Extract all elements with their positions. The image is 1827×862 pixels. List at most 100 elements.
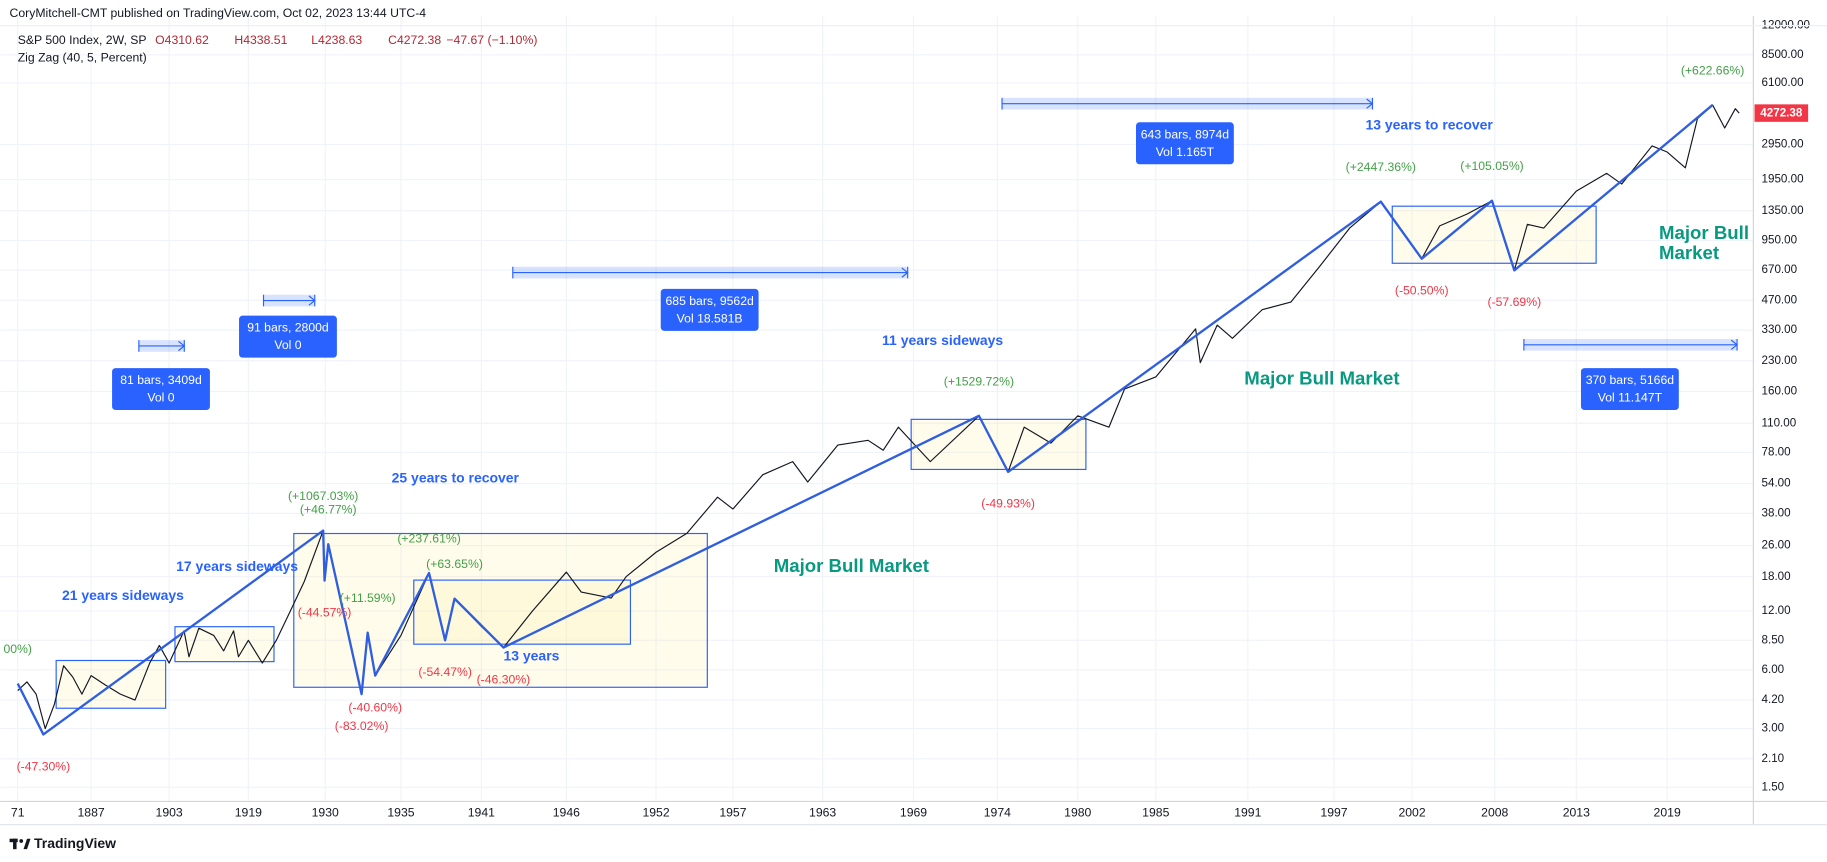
annotation: Market <box>1659 242 1719 263</box>
plot <box>16 104 1740 736</box>
range-box <box>413 579 632 645</box>
x-tick-label: 1974 <box>984 805 1011 819</box>
measure-arrow <box>178 340 186 352</box>
measure-arrow <box>1730 339 1738 350</box>
measure-box <box>112 368 210 411</box>
y-tick-label: 8500.00 <box>1762 48 1805 61</box>
legend-value: C4272.38 <box>388 33 441 47</box>
x-tick-label: 1887 <box>78 805 105 819</box>
measure-text: Vol 11.147T <box>1598 391 1663 405</box>
measure-box <box>660 288 759 331</box>
pivot-label: (-50.50%) <box>1395 284 1449 298</box>
range-box <box>174 626 275 663</box>
annotation: 11 years sideways <box>882 332 1003 348</box>
pivot-label: (+11.59%) <box>340 591 396 605</box>
pivot-label: (-46.30%) <box>477 672 531 686</box>
x-tick-label: 1903 <box>156 805 183 819</box>
measure-text: 370 bars, 5166d <box>1586 373 1675 387</box>
legend-value: −47.67 (−1.10%) <box>446 33 537 47</box>
range-box <box>293 532 708 688</box>
measure-text: Vol 1.165T <box>1156 145 1215 159</box>
y-tick-label: 18.00 <box>1762 570 1792 583</box>
annotation: Major Bull Market <box>774 555 929 576</box>
pivot-label: (-83.02%) <box>335 719 389 733</box>
x-tick-label: 1985 <box>1142 805 1169 819</box>
pivot-label: (+622.66%) <box>1681 63 1745 77</box>
y-tick-label: 6100.00 <box>1762 76 1805 89</box>
pivot-label: (+237.61%) <box>397 531 461 545</box>
legend-value: H4338.51 <box>234 33 287 47</box>
pivot-label: (+1529.72%) <box>944 374 1014 388</box>
pivot-label: (+2447.36%) <box>1346 160 1416 174</box>
price-tag <box>1754 104 1809 122</box>
measure-text: 643 bars, 8974d <box>1141 127 1230 141</box>
annotation: 17 years sideways <box>176 558 298 574</box>
y-tick-label: 12.00 <box>1762 604 1792 617</box>
y-tick-label: 470.00 <box>1762 293 1798 306</box>
measure-arrow <box>308 295 316 306</box>
logo-part <box>13 838 17 850</box>
y-tick-label: 4.20 <box>1762 693 1785 706</box>
x-tick-label: 1991 <box>1234 805 1261 819</box>
legend-value: L4238.63 <box>311 33 362 47</box>
pivot-label: (-47.30%) <box>17 759 71 773</box>
legend-symbol: S&P 500 Index, 2W, SP <box>18 33 147 47</box>
brand: TradingView <box>34 835 116 851</box>
measure-text: 685 bars, 9562d <box>665 294 754 308</box>
annotation: 21 years sideways <box>62 587 184 603</box>
measure-text: 81 bars, 3409d <box>120 373 202 387</box>
x-tick-label: 1952 <box>642 805 669 819</box>
y-tick-label: 950.00 <box>1762 234 1798 247</box>
y-tick-label: 8.50 <box>1762 633 1785 646</box>
y-tick-label: 38.00 <box>1762 506 1792 519</box>
logo-part <box>23 838 31 850</box>
annotation: Major Bull Market <box>1244 368 1399 389</box>
y-tick-label: 2950.00 <box>1762 138 1805 151</box>
y-tick-label: 1.50 <box>1762 780 1785 793</box>
y-tick-label: 1950.00 <box>1762 173 1805 186</box>
logo-part <box>19 839 24 843</box>
y-tick-label: 6.00 <box>1762 663 1785 676</box>
x-tick-label: 1941 <box>468 805 495 819</box>
x-tick-label: 1930 <box>312 805 339 819</box>
x-tick-label: 2008 <box>1481 805 1508 819</box>
y-tick-label: 110.00 <box>1762 416 1797 429</box>
measure-box <box>1580 368 1679 411</box>
measure-text: Vol 0 <box>274 338 301 352</box>
x-tick-label: 2013 <box>1563 805 1590 819</box>
y-tick-label: 330.00 <box>1762 323 1798 336</box>
price-tag-label: 4272.38 <box>1760 107 1803 120</box>
grid <box>0 16 1754 802</box>
y-tick-label: 670.00 <box>1762 263 1798 276</box>
measure-arrow <box>1366 98 1374 109</box>
legend-indicator: Zig Zag (40, 5, Percent) <box>18 50 147 64</box>
x-tick-label: 1957 <box>719 805 746 819</box>
measure-box <box>239 315 337 358</box>
y-tick-label: 26.00 <box>1762 539 1792 552</box>
overlay: 1.50 2.10 3.00 4.20 6.00 8.50 12.00 18.00 26.00 3… <box>3 19 1810 820</box>
range-box <box>910 418 1087 471</box>
y-tick-label: 54.00 <box>1762 477 1792 490</box>
x-tick-label: 2019 <box>1654 805 1681 819</box>
pivot-label: (+105.05%) <box>1460 159 1524 173</box>
x-tick-label: 1997 <box>1320 805 1347 819</box>
range-box <box>1391 205 1597 264</box>
measure-arrow <box>901 267 909 278</box>
legend-value: O4310.62 <box>155 33 209 47</box>
zigzag-line <box>16 104 1714 736</box>
annotation: 13 years <box>503 648 559 664</box>
y-tick-label: 78.00 <box>1762 445 1792 458</box>
x-tick-label: 1969 <box>900 805 927 819</box>
y-tick-label: 2.10 <box>1762 752 1785 765</box>
x-tick-label: 2002 <box>1398 805 1425 819</box>
measure-text: 91 bars, 2800d <box>247 321 329 335</box>
measure-box <box>1135 122 1234 165</box>
annotation: 25 years to recover <box>392 469 520 485</box>
measure-text: Vol 0 <box>147 391 174 405</box>
x-tick-label: 1935 <box>387 805 414 819</box>
x-tick-label: 1919 <box>235 805 262 819</box>
pivot-label: (+46.77%) <box>300 503 357 517</box>
pivot-label: (-54.47%) <box>418 665 472 679</box>
